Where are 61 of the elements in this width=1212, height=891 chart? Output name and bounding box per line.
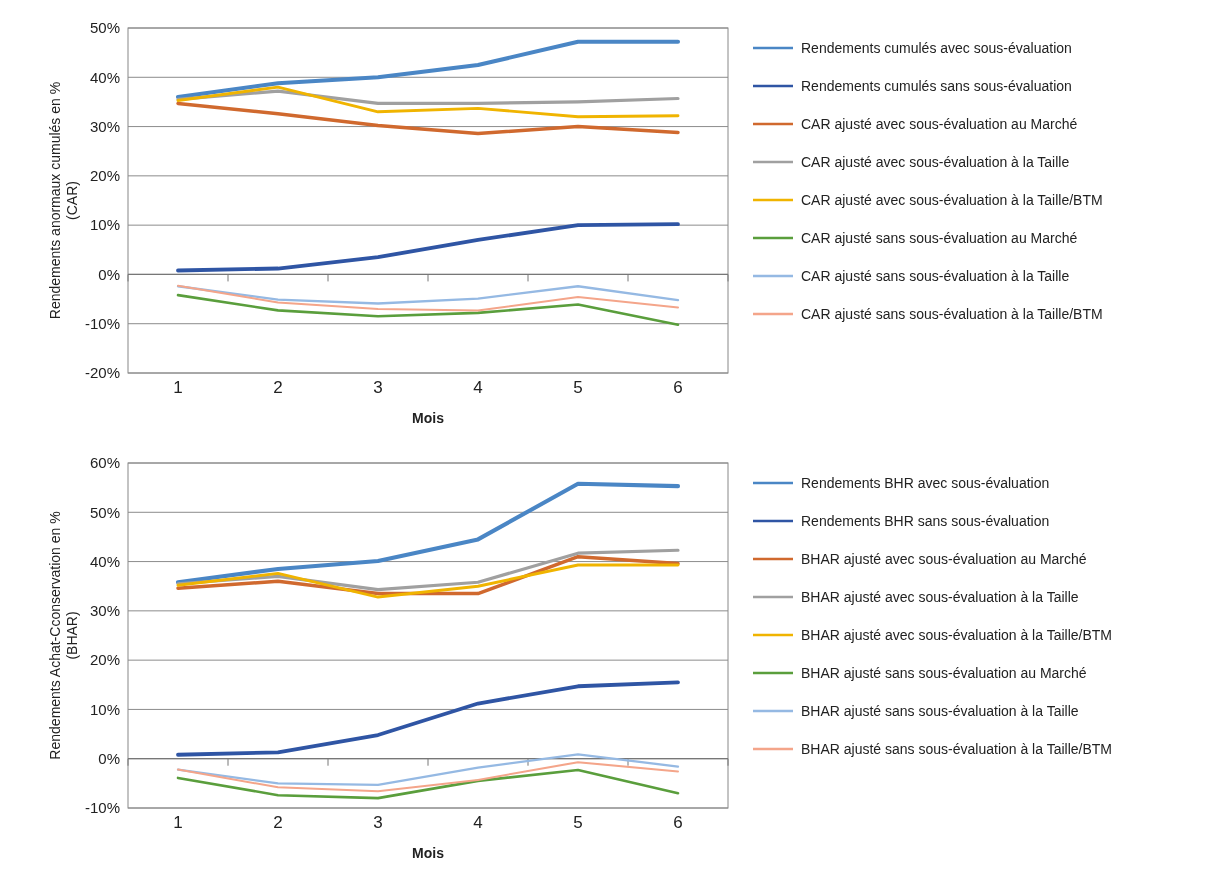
x-tick-label: 2 — [273, 378, 283, 397]
legend-label: Rendements BHR sans sous-évaluation — [801, 512, 1050, 529]
line-series — [176, 563, 680, 599]
y-tick-label: 10% — [89, 700, 120, 718]
line-series — [177, 284, 679, 312]
x-tick-label: 2 — [273, 813, 283, 832]
legend-label: CAR ajusté avec sous-évaluation à la Taille/BTM — [801, 191, 1103, 208]
line-series — [175, 39, 681, 100]
x-tick-label: 6 — [673, 378, 683, 397]
y-tick-label: 50% — [89, 19, 120, 37]
legend-label: BHAR ajusté avec sous-évaluation à la Taille — [801, 588, 1079, 605]
legend-label: BHAR ajusté sans sous-évaluation à la Taille/BTM — [801, 740, 1113, 757]
line-series — [176, 680, 680, 757]
legend-label: BHAR ajusté sans sous-évaluation au Marché — [801, 664, 1087, 681]
x-tick-label: 5 — [573, 813, 583, 832]
y-tick-label: -10% — [84, 799, 120, 817]
line-series — [177, 761, 679, 793]
y-tick-label: 20% — [89, 651, 120, 669]
legend-label: CAR ajusté avec sous-évaluation à la Taille — [801, 153, 1070, 170]
legend-label: Rendements cumulés sans sous-évaluation — [801, 77, 1072, 94]
x-tick-label: 6 — [673, 813, 683, 832]
x-tick-label: 1 — [173, 378, 183, 397]
line-series — [175, 481, 681, 585]
y-tick-label: -10% — [84, 314, 120, 332]
x-tick-label: 3 — [373, 813, 383, 832]
y-tick-label: 60% — [89, 454, 120, 472]
line-series — [176, 222, 680, 273]
legend-label: BHAR ajusté sans sous-évaluation à la Taille — [801, 702, 1079, 719]
legend-label: CAR ajusté sans sous-évaluation à la Taille — [801, 267, 1070, 284]
line-series — [176, 768, 680, 800]
y-tick-label: 50% — [89, 503, 120, 521]
legend-label: BHAR ajusté avec sous-évaluation au Marché — [801, 550, 1087, 567]
legend-label: CAR ajusté sans sous-évaluation à la Taille/BTM — [801, 305, 1103, 322]
y-tick-label: -20% — [84, 364, 120, 382]
y-tick-label: 40% — [89, 68, 120, 86]
y-axis-title: Rendements anormaux cumulés en % (CAR) — [47, 81, 80, 320]
y-tick-label: 40% — [89, 552, 120, 570]
x-tick-label: 4 — [473, 378, 483, 397]
line-series — [176, 293, 680, 326]
y-tick-label: 0% — [98, 749, 120, 767]
legend-label: CAR ajusté sans sous-évaluation au Marché — [801, 229, 1078, 246]
y-tick-label: 30% — [89, 602, 120, 620]
x-tick-label: 4 — [473, 813, 483, 832]
y-axis-title: Rendements Achat-Cconservation en % (BHAR) — [47, 511, 80, 760]
legend-label: CAR ajusté avec sous-évaluation au Marché — [801, 115, 1078, 132]
y-tick-label: 0% — [98, 265, 120, 283]
legend-label: Rendements BHR avec sous-évaluation — [801, 474, 1050, 491]
line-series — [176, 285, 680, 305]
line-series — [176, 753, 680, 786]
x-tick-label: 5 — [573, 378, 583, 397]
x-axis-title: Mois — [412, 845, 445, 861]
x-tick-label: 1 — [173, 813, 183, 832]
line-series — [176, 101, 680, 136]
legend-label: BHAR ajusté avec sous-évaluation à la Taille/BTM — [801, 626, 1113, 643]
y-tick-label: 10% — [89, 216, 120, 234]
line-series — [176, 85, 680, 119]
y-tick-label: 30% — [89, 117, 120, 135]
y-tick-label: 20% — [89, 167, 120, 185]
x-axis-title: Mois — [412, 410, 445, 426]
legend-label: Rendements cumulés avec sous-évaluation — [801, 39, 1072, 56]
x-tick-label: 3 — [373, 378, 383, 397]
